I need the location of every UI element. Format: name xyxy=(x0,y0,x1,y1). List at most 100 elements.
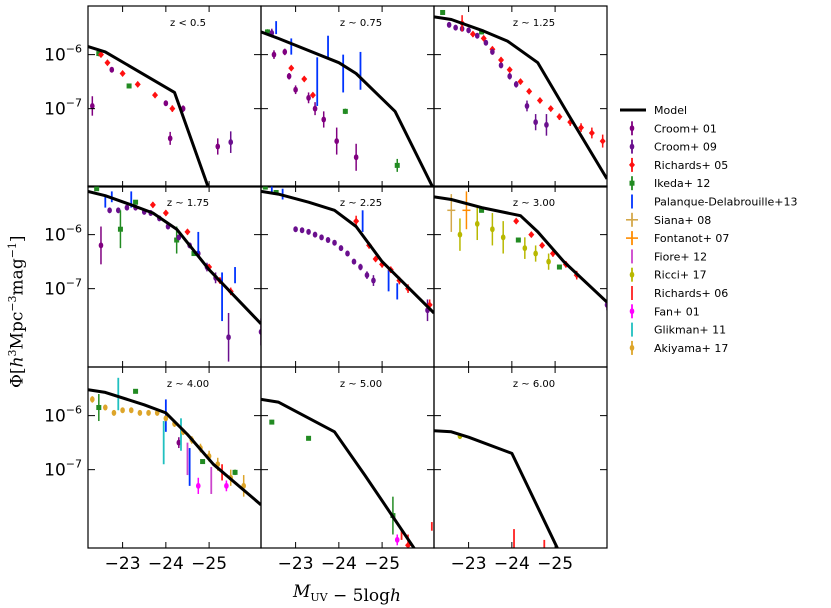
marker-diamond xyxy=(162,209,169,217)
marker-circle xyxy=(163,415,169,422)
data-point-akiyama-17 xyxy=(137,409,143,416)
marker-square xyxy=(306,435,312,441)
marker-circle xyxy=(128,407,134,414)
marker-circle xyxy=(306,94,311,101)
legend-label: Siana+ 08 xyxy=(654,214,711,227)
data-point-akiyama-17 xyxy=(120,407,125,414)
marker-diamond xyxy=(104,59,111,67)
marker-circle xyxy=(533,250,538,257)
data-point-ikeda-12 xyxy=(306,435,312,441)
data-point-croom-09 xyxy=(524,100,530,112)
x-tick-label: −24 xyxy=(494,554,530,574)
data-point-richards-05 xyxy=(162,209,169,217)
data-point-ikeda-12 xyxy=(515,237,521,243)
x-axis-label-part: h xyxy=(390,586,401,606)
data-point-ricci-17 xyxy=(546,253,551,270)
data-point-croom-01 xyxy=(163,100,169,107)
marker-circle xyxy=(338,245,344,252)
model-line xyxy=(434,429,559,548)
marker-circle xyxy=(120,407,125,414)
marker-circle xyxy=(306,228,311,235)
marker-circle xyxy=(271,51,277,58)
y-tick-label-exponent: −6 xyxy=(66,404,82,417)
legend-marker-circle xyxy=(629,125,635,132)
marker-diamond xyxy=(184,228,191,236)
marker-diamond xyxy=(539,241,546,249)
panel-frame xyxy=(433,5,608,188)
data-point-richards-05 xyxy=(506,66,513,74)
marker-diamond xyxy=(353,217,360,225)
data-point-croom-01 xyxy=(293,85,298,95)
data-point-croom-09 xyxy=(474,32,480,39)
data-point-croom-09 xyxy=(533,114,538,131)
data-point-croom-01 xyxy=(321,111,327,128)
panel-redshift-label: z ~ 5.00 xyxy=(340,379,382,390)
marker-circle xyxy=(500,234,506,241)
marker-diamond xyxy=(309,91,316,99)
marker-circle xyxy=(546,258,551,265)
data-point-fan-01 xyxy=(394,534,400,546)
data-point-richards-05 xyxy=(104,59,111,67)
data-point-croom-09 xyxy=(507,72,512,80)
panel-redshift-label: z ~ 4.00 xyxy=(167,379,209,390)
model-line xyxy=(261,30,434,187)
data-point-akiyama-17 xyxy=(146,409,151,416)
data-point-croom-09 xyxy=(124,204,130,211)
y-tick-label-base: 10 xyxy=(44,100,66,120)
y-tick-label-exponent: −6 xyxy=(66,43,82,56)
data-point-croom-09 xyxy=(312,231,318,238)
panel-9: z ~ 6.00 −23 −24 −25 xyxy=(433,366,608,574)
legend-label: Ricci+ 17 xyxy=(654,269,707,282)
legend-entry-ikeda-12: Ikeda+ 12 xyxy=(629,176,710,191)
marker-circle xyxy=(293,226,298,233)
marker-circle xyxy=(345,250,350,257)
data-point-akiyama-17 xyxy=(163,415,169,422)
data-point-richards-05 xyxy=(528,231,535,239)
marker-square xyxy=(515,237,521,243)
marker-circle xyxy=(293,86,298,93)
marker-circle xyxy=(137,409,143,416)
marker-diamond xyxy=(526,87,533,95)
data-point-richards-05 xyxy=(517,78,524,86)
x-axis-label: MUV − 5logh xyxy=(292,582,401,606)
marker-square xyxy=(479,207,485,213)
marker-circle xyxy=(90,102,95,109)
marker-square xyxy=(133,199,139,205)
y-tick-label: 10−7 xyxy=(44,277,82,300)
data-point-richards-05 xyxy=(301,75,308,83)
data-point-croom-09 xyxy=(107,207,112,214)
marker-circle xyxy=(167,135,173,142)
marker-circle xyxy=(394,536,400,543)
data-point-richards-05 xyxy=(556,113,563,121)
marker-square xyxy=(269,419,275,425)
x-tick-label: −24 xyxy=(321,554,357,574)
data-point-croom-09 xyxy=(364,271,370,279)
y-tick-label: 10−6 xyxy=(44,43,82,66)
marker-circle xyxy=(115,207,121,214)
marker-circle xyxy=(146,409,151,416)
marker-circle xyxy=(466,27,471,34)
y-tick-label-base: 10 xyxy=(44,226,66,246)
y-tick-label: 10−7 xyxy=(44,458,82,481)
legend-entry-glikman-11: Glikman+ 11 xyxy=(631,322,726,337)
marker-circle xyxy=(544,121,549,128)
model-line xyxy=(88,388,261,506)
data-point-richards-05 xyxy=(309,91,316,99)
marker-circle xyxy=(351,258,357,265)
marker-circle xyxy=(358,264,363,271)
marker-circle xyxy=(299,227,305,234)
marker-square xyxy=(232,469,238,475)
legend-entry-croom-01: Croom+ 01 xyxy=(629,121,717,136)
legend-label: Richards+ 05 xyxy=(654,159,728,172)
data-point-croom-09 xyxy=(544,114,549,136)
data-point-ricci-17 xyxy=(533,245,538,262)
panel-6: z ~ 3.00 xyxy=(433,185,608,368)
y-tick-label: 10−6 xyxy=(44,223,82,246)
panel-frame xyxy=(260,5,435,188)
panel-plot-area xyxy=(88,186,261,362)
marker-circle xyxy=(371,277,376,284)
data-point-ikeda-12 xyxy=(94,186,100,192)
panel-1: z < 0.510−610−7 xyxy=(44,5,262,188)
data-point-croom-09 xyxy=(338,245,344,252)
marker-diamond xyxy=(547,105,554,113)
